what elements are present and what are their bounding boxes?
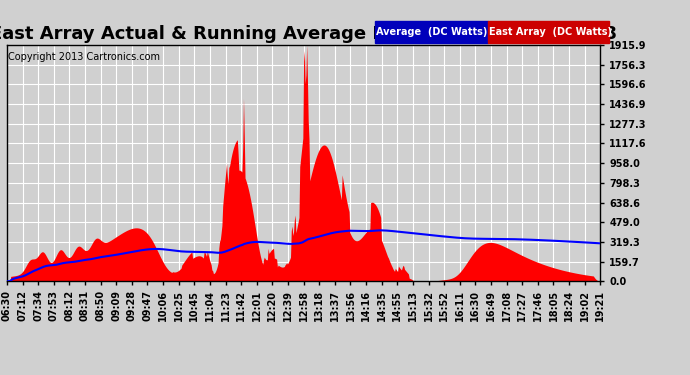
Title: East Array Actual & Running Average Power Sun Apr 14 19:28: East Array Actual & Running Average Powe… <box>0 26 617 44</box>
FancyBboxPatch shape <box>375 21 488 43</box>
Text: Average  (DC Watts): Average (DC Watts) <box>376 27 487 37</box>
Text: Copyright 2013 Cartronics.com: Copyright 2013 Cartronics.com <box>8 52 160 62</box>
Text: East Array  (DC Watts): East Array (DC Watts) <box>489 27 612 37</box>
FancyBboxPatch shape <box>488 21 609 43</box>
